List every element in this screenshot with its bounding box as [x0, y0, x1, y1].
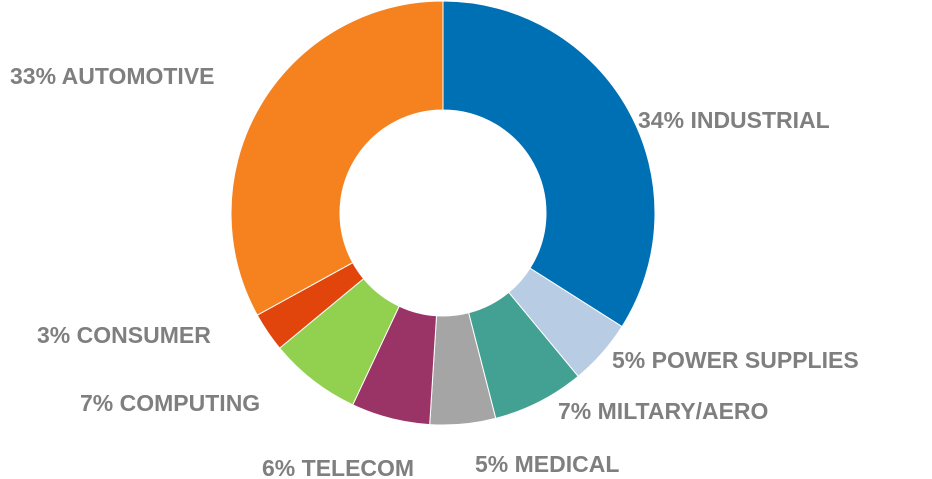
- slice-label: 7% MILTARY/AERO: [558, 398, 768, 424]
- value-label: 6%: [262, 455, 295, 479]
- value-label: 5%: [475, 451, 508, 477]
- category-label: CONSUMER: [77, 322, 212, 348]
- slice-label: 33% AUTOMOTIVE: [10, 63, 215, 89]
- value-label: 7%: [80, 390, 113, 416]
- category-label: MILTARY/AERO: [598, 398, 769, 424]
- category-label: INDUSTRIAL: [690, 107, 829, 133]
- value-label: 34%: [638, 107, 684, 133]
- value-label: 33%: [10, 63, 56, 89]
- slice-label: 5% MEDICAL: [475, 451, 619, 477]
- slice-label: 34% INDUSTRIAL: [638, 107, 830, 133]
- category-label: COMPUTING: [120, 390, 261, 416]
- value-label: 3%: [37, 322, 70, 348]
- slice-label: 7% COMPUTING: [80, 390, 260, 416]
- category-label: TELECOM: [302, 455, 414, 479]
- category-label: AUTOMOTIVE: [62, 63, 215, 89]
- donut-slice: [442, 0, 656, 328]
- category-label: POWER SUPPLIES: [652, 347, 859, 373]
- donut-slice: [230, 0, 444, 316]
- slice-label: 5% POWER SUPPLIES: [612, 347, 859, 373]
- value-label: 7%: [558, 398, 591, 424]
- category-label: MEDICAL: [515, 451, 620, 477]
- value-label: 5%: [612, 347, 645, 373]
- slice-label: 6% TELECOM: [262, 455, 414, 479]
- slice-label: 3% CONSUMER: [37, 322, 211, 348]
